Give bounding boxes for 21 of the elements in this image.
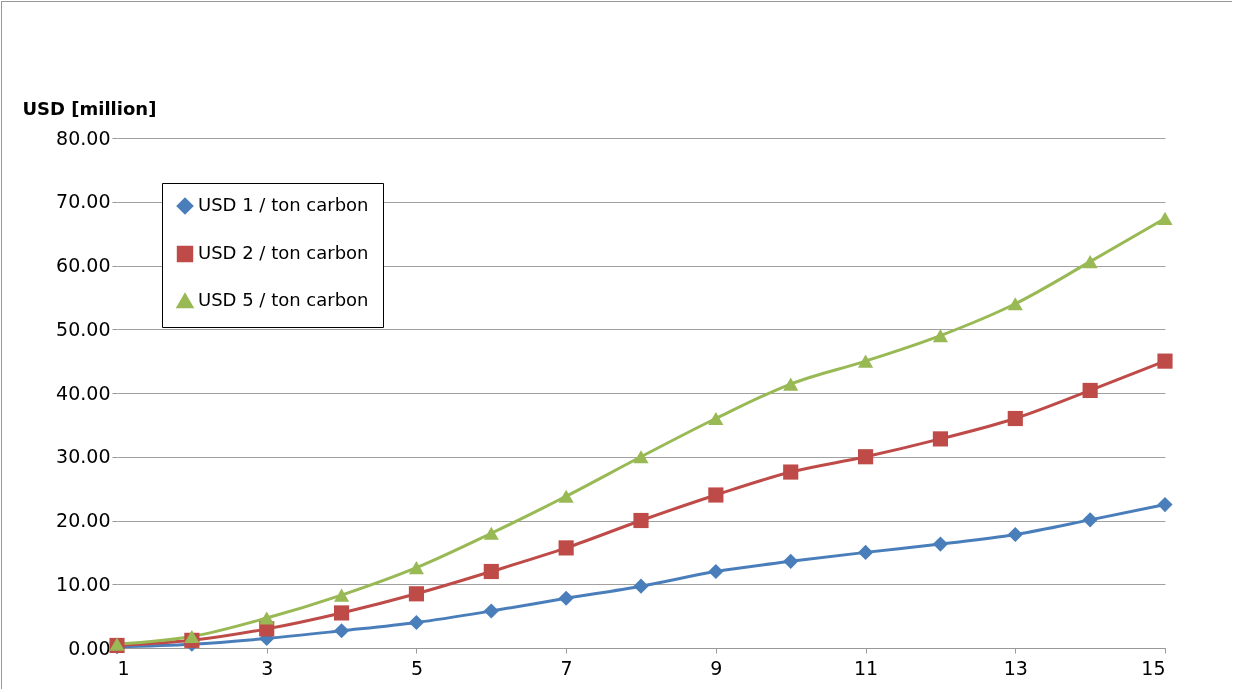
legend-label: USD 5 / ton carbon [198, 289, 369, 310]
y-tick-label: 80.00 [56, 126, 111, 149]
y-tick-label: 30.00 [56, 445, 111, 468]
x-tick-label: 15 [1141, 656, 1166, 679]
x-tick-label: 11 [853, 656, 879, 679]
y-tick-label: 0.00 [68, 636, 111, 659]
y-tick-label: 50.00 [56, 317, 111, 340]
x-tick-label: 9 [710, 656, 723, 679]
x-tick-label: 5 [410, 656, 423, 679]
y-tick-label: 60.00 [56, 254, 111, 276]
x-tick-label: 1 [117, 656, 130, 679]
legend-label: USD 1 / ton carbon [198, 194, 369, 215]
legend-label: USD 2 / ton carbon [198, 242, 369, 263]
y-tick-label: 20.00 [56, 509, 111, 531]
x-tick-label: 7 [560, 656, 573, 679]
y-tick-label: 40.00 [56, 381, 111, 404]
y-tick-label: 70.00 [56, 190, 111, 213]
y-axis-title: USD [million] [22, 97, 157, 119]
x-tick-label: 3 [261, 656, 274, 679]
x-tick-label: 13 [1003, 656, 1028, 679]
y-tick-label: 10.00 [56, 572, 111, 595]
